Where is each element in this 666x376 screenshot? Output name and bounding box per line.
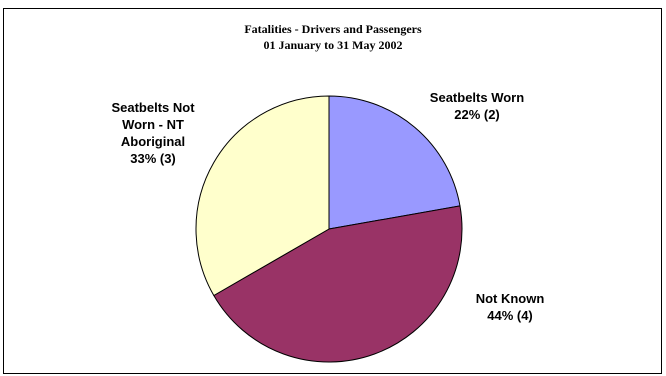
slice-label-line: Aboriginal [120,134,186,149]
slice-label-seatbelts-worn: Seatbelts Worn 22% (2) [392,89,562,123]
slice-label-not-known: Not Known 44% (4) [455,290,565,324]
slice-label-line: 33% (3) [130,151,176,166]
slice-label-line: 44% (4) [487,308,533,323]
slice-label-line: Not Known [475,291,545,306]
slice-seatbelts-worn [328,95,461,230]
slice-label-line: Seatbelts Not [111,100,195,115]
chart-title: Fatalities - Drivers and Passengers [244,22,422,36]
chart-subtitle: 01 January to 31 May 2002 [263,38,403,52]
slice-label-line: Worn - NT [122,117,184,132]
slice-label-line: 22% (2) [454,107,500,122]
slice-seatbelts-not-worn [195,95,330,297]
slice-label-line: Seatbelts Worn [429,90,525,105]
slice-label-seatbelts-not-worn: Seatbelts Not Worn - NT Aboriginal 33% (… [98,99,208,167]
slice-not-known [213,205,463,363]
